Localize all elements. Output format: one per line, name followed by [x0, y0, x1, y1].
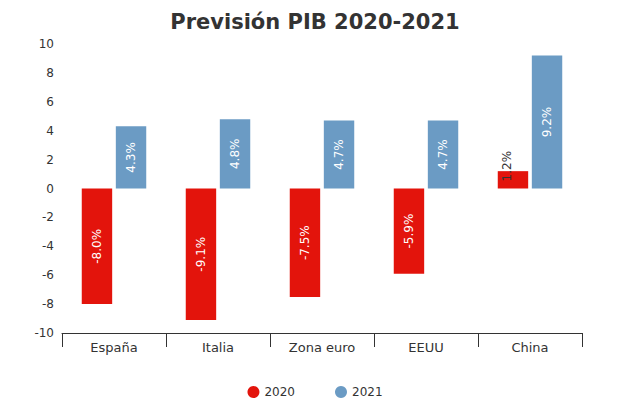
- svg-text:4.8%: 4.8%: [228, 139, 242, 170]
- svg-text:4.7%: 4.7%: [436, 139, 450, 170]
- svg-text:-9.1%: -9.1%: [194, 237, 208, 272]
- svg-text:10: 10: [39, 37, 54, 51]
- svg-text:1.2%: 1.2%: [500, 151, 514, 182]
- svg-text:-2: -2: [42, 210, 54, 224]
- svg-text:-5.9%: -5.9%: [402, 214, 416, 249]
- svg-text:2020: 2020: [264, 385, 295, 399]
- svg-text:2: 2: [46, 153, 54, 167]
- svg-text:China: China: [511, 340, 548, 355]
- svg-text:8: 8: [46, 66, 54, 80]
- svg-text:4.3%: 4.3%: [124, 142, 138, 173]
- svg-text:6: 6: [46, 95, 54, 109]
- svg-text:4: 4: [46, 124, 54, 138]
- svg-text:0: 0: [46, 182, 54, 196]
- svg-text:-7.5%: -7.5%: [298, 225, 312, 260]
- svg-text:-8.0%: -8.0%: [90, 229, 104, 264]
- svg-text:-4: -4: [42, 239, 54, 253]
- svg-text:-8: -8: [42, 297, 54, 311]
- svg-text:EEUU: EEUU: [408, 340, 443, 355]
- svg-text:España: España: [90, 340, 137, 355]
- svg-text:9.2%: 9.2%: [540, 107, 554, 138]
- svg-text:4.7%: 4.7%: [332, 139, 346, 170]
- svg-text:Zona euro: Zona euro: [289, 340, 355, 355]
- svg-text:-10: -10: [34, 326, 54, 340]
- svg-text:-6: -6: [42, 268, 54, 282]
- svg-text:Previsión PIB 2020-2021: Previsión PIB 2020-2021: [170, 10, 459, 34]
- svg-text:Italia: Italia: [202, 340, 234, 355]
- svg-text:2021: 2021: [352, 385, 383, 399]
